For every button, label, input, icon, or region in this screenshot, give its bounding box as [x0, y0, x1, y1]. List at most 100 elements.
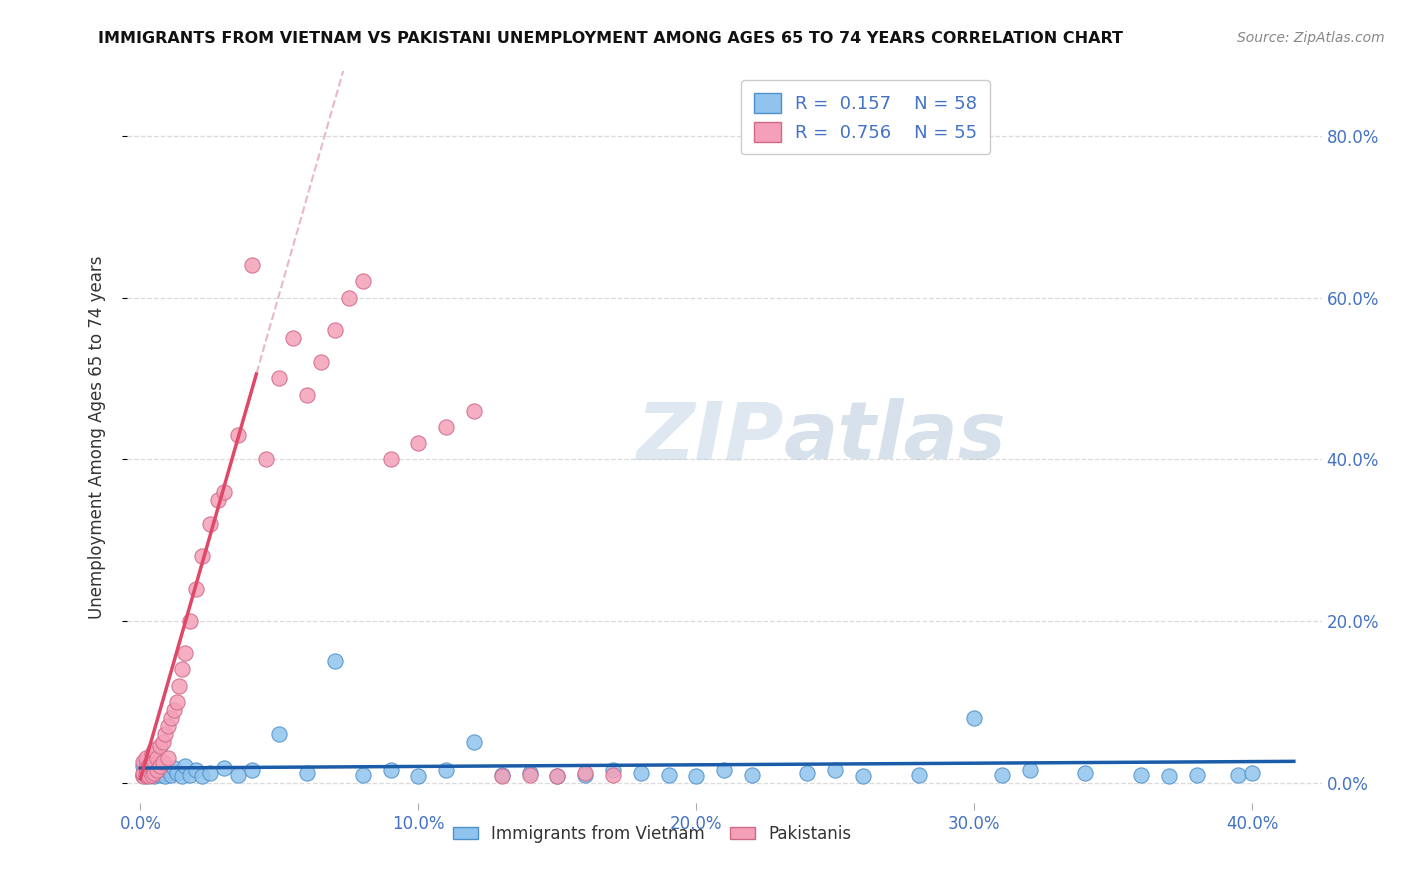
Point [309, 355, 332, 369]
Point [146, 764, 169, 778]
Point [713, 764, 735, 778]
Point [323, 323, 346, 337]
Point [160, 767, 183, 781]
Point [138, 756, 160, 770]
Point [143, 743, 166, 757]
Point [1185, 767, 1208, 781]
Point [408, 436, 430, 450]
Text: atlas: atlas [785, 398, 1007, 476]
Point [155, 769, 177, 783]
Point [174, 646, 197, 660]
Point [132, 765, 155, 780]
Point [240, 258, 263, 272]
Point [352, 767, 374, 781]
Point [146, 764, 169, 778]
Point [295, 387, 318, 401]
Point [184, 582, 207, 596]
Point [179, 614, 201, 628]
Point [741, 767, 763, 781]
Point [1157, 769, 1180, 783]
Point [434, 420, 457, 434]
Point [212, 761, 235, 775]
Point [434, 764, 457, 778]
Point [132, 769, 155, 783]
Text: Source: ZipAtlas.com: Source: ZipAtlas.com [1237, 31, 1385, 45]
Point [141, 747, 163, 762]
Point [135, 751, 157, 765]
Point [574, 765, 596, 780]
Point [1018, 764, 1040, 778]
Point [152, 735, 174, 749]
Point [138, 764, 160, 778]
Point [152, 756, 174, 770]
Point [198, 516, 221, 531]
Point [155, 727, 177, 741]
Point [1241, 765, 1264, 780]
Point [184, 764, 207, 778]
Point [190, 549, 212, 564]
Point [149, 759, 172, 773]
Point [198, 765, 221, 780]
Point [1227, 767, 1250, 781]
Point [135, 769, 157, 783]
Point [240, 764, 263, 778]
Point [852, 769, 875, 783]
Point [491, 769, 513, 783]
Point [226, 428, 249, 442]
Point [179, 767, 201, 781]
Point [207, 492, 229, 507]
Point [138, 757, 160, 772]
Point [1130, 767, 1153, 781]
Point [132, 767, 155, 781]
Point [163, 703, 186, 717]
Point [172, 662, 194, 676]
Point [190, 769, 212, 783]
Point [254, 452, 277, 467]
Point [172, 769, 194, 783]
Point [157, 764, 180, 778]
Point [824, 764, 846, 778]
Point [463, 404, 485, 418]
Y-axis label: Unemployment Among Ages 65 to 74 years: Unemployment Among Ages 65 to 74 years [87, 255, 105, 619]
Point [132, 756, 155, 770]
Point [337, 291, 360, 305]
Legend: Immigrants from Vietnam, Pakistanis: Immigrants from Vietnam, Pakistanis [447, 818, 858, 849]
Point [174, 759, 197, 773]
Point [141, 767, 163, 781]
Point [546, 769, 568, 783]
Point [491, 767, 513, 781]
Point [519, 767, 541, 781]
Point [323, 654, 346, 668]
Point [138, 765, 160, 780]
Point [146, 757, 169, 772]
Point [295, 765, 318, 780]
Point [157, 719, 180, 733]
Point [143, 769, 166, 783]
Point [602, 767, 624, 781]
Text: IMMIGRANTS FROM VIETNAM VS PAKISTANI UNEMPLOYMENT AMONG AGES 65 TO 74 YEARS CORR: IMMIGRANTS FROM VIETNAM VS PAKISTANI UNE… [98, 31, 1123, 46]
Point [212, 484, 235, 499]
Point [963, 711, 986, 725]
Point [141, 767, 163, 781]
Point [149, 767, 172, 781]
Point [149, 739, 172, 754]
Text: ZIP: ZIP [637, 398, 785, 476]
Point [269, 727, 291, 741]
Point [546, 769, 568, 783]
Point [143, 756, 166, 770]
Point [166, 695, 188, 709]
Point [352, 275, 374, 289]
Point [166, 765, 188, 780]
Point [169, 679, 191, 693]
Point [1074, 765, 1097, 780]
Point [796, 765, 818, 780]
Point [657, 767, 679, 781]
Point [152, 765, 174, 780]
Point [146, 751, 169, 765]
Point [132, 759, 155, 773]
Point [143, 765, 166, 780]
Point [408, 769, 430, 783]
Point [135, 767, 157, 781]
Point [163, 761, 186, 775]
Point [380, 764, 402, 778]
